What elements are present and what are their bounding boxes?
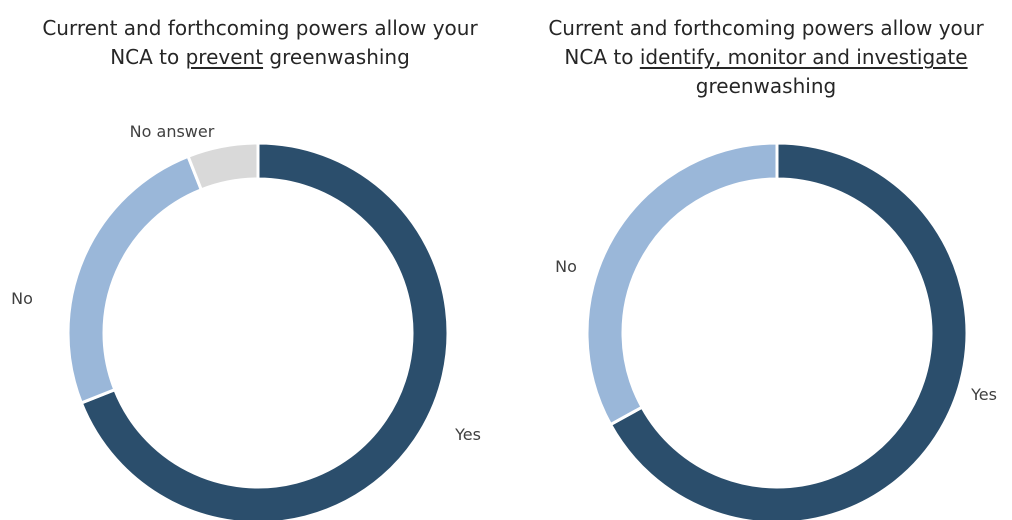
chart-panel-identify: Current and forthcoming powers allow you… [520,0,1012,520]
slice-label-yes: Yes [454,425,481,444]
slice-label-no-answer: No answer [130,122,215,141]
chart-title-part: prevent [185,45,264,69]
chart-panel-prevent: Current and forthcoming powers allow you… [0,14,520,520]
donut-slice-no [66,154,204,405]
chart-title-part: Current and forthcoming powers allow you… [42,16,478,40]
chart-title-part: Current and forthcoming powers allow you… [548,16,984,40]
donut-chart: Yes No No answer [11,122,481,520]
chart-title-part: NCA to [564,45,640,69]
donut-chart: Yes No [555,141,997,520]
chart-title-part: identify, monitor and investigate [639,45,968,69]
chart-title-part: greenwashing [263,45,410,69]
donut-slice-yes [608,141,969,520]
donut-slice-no [585,141,779,427]
chart-title: Current and forthcoming powers allow you… [520,14,1012,101]
donut-slice-no-answer [186,141,260,192]
chart-title-part: greenwashing [695,74,837,98]
slice-label-no: No [11,289,33,308]
chart-title: Current and forthcoming powers allow you… [0,14,520,72]
slice-label-no: No [555,257,577,276]
donut-slice-yes [79,141,450,520]
chart-title-part: NCA to [110,45,186,69]
slice-label-yes: Yes [970,385,997,404]
